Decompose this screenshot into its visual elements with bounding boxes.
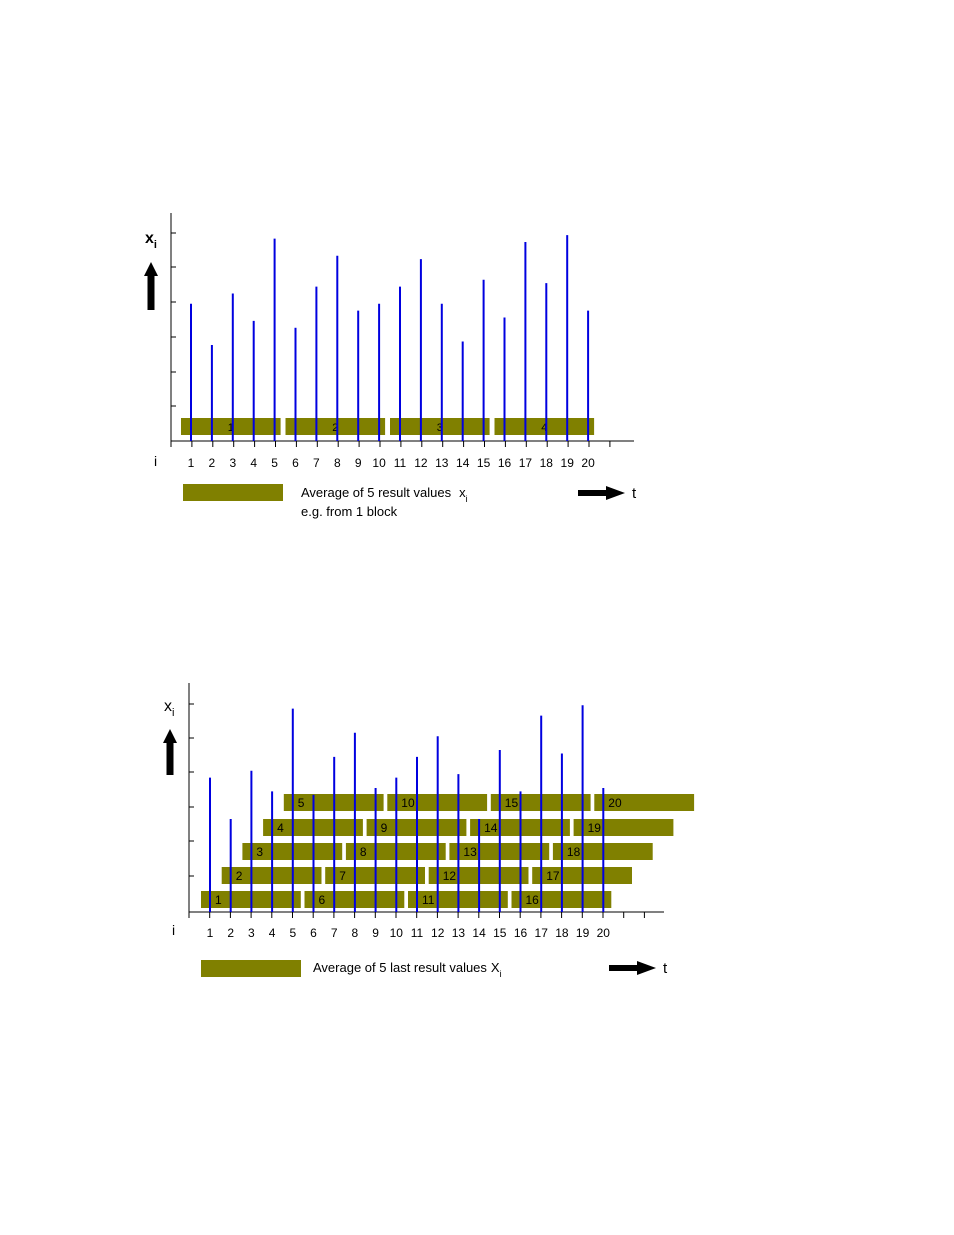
x-tick-label: 11: [394, 456, 407, 470]
window-label: 15: [505, 796, 519, 810]
c2-x-ticks: [188, 912, 645, 918]
x-tick-label: 1: [188, 456, 195, 470]
c1-y-ticks: [171, 232, 176, 407]
x-tick-label: 12: [414, 456, 428, 470]
c1-legend-text: Average of 5 result values xi: [301, 485, 468, 504]
x-tick-label: 6: [310, 926, 317, 940]
x-tick-label: 12: [431, 926, 445, 940]
window-label: 20: [608, 796, 622, 810]
window-label: 7: [339, 869, 346, 883]
block-label: 2: [332, 422, 338, 434]
x-tick-label: 10: [390, 926, 404, 940]
x-tick-label: 9: [372, 926, 379, 940]
c1-legend-line2: e.g. from 1 block: [301, 504, 398, 519]
c1-x-ticks: [170, 441, 611, 447]
block-bar: [390, 418, 490, 435]
x-tick-label: 16: [498, 456, 512, 470]
up-arrow-icon: [144, 262, 158, 310]
window-label: 16: [526, 893, 540, 907]
x-tick-label: 19: [561, 456, 575, 470]
c2-y-label: xi: [164, 698, 174, 719]
x-tick-label: 16: [514, 926, 528, 940]
window-label: 18: [567, 845, 581, 859]
window-label: 1: [215, 893, 222, 907]
window-label: 6: [319, 893, 326, 907]
c1-value-spikes: [190, 235, 590, 441]
x-tick-label: 3: [229, 456, 236, 470]
window-label: 8: [360, 845, 367, 859]
window-label: 14: [484, 821, 498, 835]
block-bar: [285, 418, 386, 435]
x-tick-label: 3: [248, 926, 255, 940]
window-label: 2: [236, 869, 243, 883]
window-bar: [573, 819, 674, 836]
window-label: 4: [277, 821, 284, 835]
x-tick-label: 10: [372, 456, 386, 470]
x-tick-label: 2: [227, 926, 234, 940]
x-tick-label: 15: [477, 456, 491, 470]
window-label: 3: [256, 845, 263, 859]
x-tick-label: 19: [576, 926, 590, 940]
x-tick-label: 5: [271, 456, 278, 470]
c1-tick-labels: 1 2 3 4 5 6 7 8 9 10 11 12 13 14 15 16 17 18 19 20: [188, 456, 595, 470]
x-tick-label: 11: [411, 926, 424, 940]
block-bar: [494, 418, 595, 435]
c2-index-label: i: [172, 922, 175, 938]
c2-tick-labels: 1 2 3 4 5 6 7 8 9 10 11 12 13 14 15 16 17 18 19 20: [207, 926, 611, 940]
block-label: 1: [228, 422, 234, 434]
window-label: 11: [422, 893, 435, 907]
x-tick-label: 4: [269, 926, 276, 940]
x-tick-label: 8: [352, 926, 359, 940]
x-tick-label: 13: [452, 926, 466, 940]
c1-index-label: i: [154, 453, 157, 469]
right-arrow-icon: [578, 486, 625, 500]
x-tick-label: 14: [456, 456, 470, 470]
window-label: 13: [463, 845, 477, 859]
x-tick-label: 18: [555, 926, 569, 940]
c2-value-spikes: [209, 705, 605, 912]
c1-y-label: xi: [145, 230, 157, 251]
c2-legend-swatch: [201, 960, 301, 977]
x-tick-label: 7: [331, 926, 338, 940]
right-arrow-icon: [609, 961, 656, 975]
up-arrow-icon: [163, 729, 177, 775]
window-label: 17: [546, 869, 560, 883]
x-tick-label: 17: [519, 456, 533, 470]
block-bar: [181, 418, 281, 435]
c2-time-label: t: [663, 960, 668, 977]
c1-legend-swatch: [183, 484, 283, 501]
window-label: 5: [298, 796, 305, 810]
x-tick-label: 13: [435, 456, 449, 470]
block-label: 4: [541, 422, 547, 434]
x-tick-label: 1: [207, 926, 214, 940]
x-tick-label: 9: [355, 456, 362, 470]
window-label: 9: [381, 821, 388, 835]
c2-legend-text: Average of 5 last result values Xi: [313, 960, 502, 979]
x-tick-label: 17: [535, 926, 549, 940]
c2-y-ticks: [189, 703, 194, 877]
x-tick-label: 15: [493, 926, 507, 940]
x-tick-label: 5: [289, 926, 296, 940]
x-tick-label: 7: [313, 456, 320, 470]
x-tick-label: 20: [597, 926, 611, 940]
block-label: 3: [437, 422, 443, 434]
window-label: 10: [401, 796, 415, 810]
c1-time-label: t: [632, 485, 637, 502]
c1-block-bars: 1 2 3 4: [181, 418, 595, 435]
x-tick-label: 18: [540, 456, 554, 470]
window-label: 19: [588, 821, 602, 835]
x-tick-label: 20: [581, 456, 595, 470]
window-bar: [594, 794, 695, 811]
window-label: 12: [443, 869, 457, 883]
x-tick-label: 14: [472, 926, 486, 940]
x-tick-label: 6: [292, 456, 299, 470]
x-tick-label: 8: [334, 456, 341, 470]
x-tick-label: 2: [209, 456, 216, 470]
x-tick-label: 4: [250, 456, 257, 470]
